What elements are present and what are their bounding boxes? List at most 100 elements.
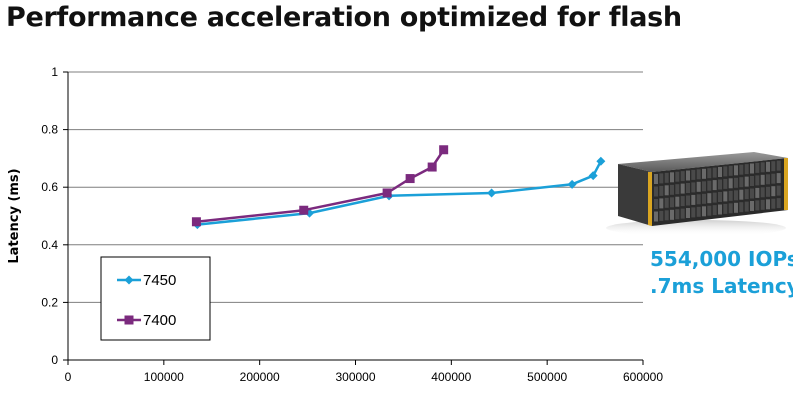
drive-bay [776, 160, 781, 171]
drive-bay [712, 167, 717, 178]
drive-bay [739, 202, 744, 213]
legend: 7450 7400 [100, 256, 211, 341]
drive-bay [659, 185, 664, 196]
data-point-7450-6 [596, 156, 606, 166]
drive-bay [734, 190, 738, 201]
drive-bay [686, 195, 690, 206]
drive-bay [766, 186, 770, 197]
drive-bay [723, 203, 728, 214]
y-tick-label-3: 0.6 [41, 180, 58, 194]
drive-bay [760, 174, 765, 185]
data-point-7400-2 [382, 188, 392, 198]
drive-bay [675, 209, 680, 220]
y-axis-title: Latency (ms) [7, 168, 22, 263]
drive-bay [776, 198, 781, 209]
drive-bay [766, 199, 770, 210]
drive-bay [664, 185, 669, 196]
drive-bay [664, 197, 669, 208]
drive-bay [776, 173, 781, 184]
drive-bay [691, 169, 696, 180]
y-tick-label-0: 0 [51, 353, 58, 367]
drive-bay [760, 199, 765, 210]
drive-bay [750, 201, 754, 211]
drive-bay [712, 192, 717, 203]
drive-bay [696, 194, 701, 205]
drive-bay [760, 162, 765, 173]
drive-bay [686, 208, 690, 218]
drive-bay [728, 203, 733, 214]
drive-bay [718, 204, 722, 215]
drive-bay [680, 171, 685, 182]
drive-bay [755, 162, 760, 173]
drive-bay [760, 187, 765, 198]
drive-bay [739, 189, 744, 200]
legend-label-7450: 7450 [143, 272, 176, 289]
drive-bay [723, 191, 728, 202]
drive-bay [750, 188, 754, 199]
legend-marker-7450 [124, 275, 134, 285]
drive-bay [670, 172, 674, 183]
data-point-7450-3 [487, 188, 497, 198]
series-7400 [191, 145, 449, 227]
drive-bay [744, 189, 749, 200]
data-point-7400-5 [439, 145, 449, 155]
drive-bay [734, 202, 738, 213]
drive-bay [750, 163, 754, 174]
drive-bay [691, 207, 696, 218]
drive-bay [654, 186, 658, 197]
x-tick-label-0: 0 [65, 370, 72, 384]
legend-box [100, 256, 211, 341]
axes [63, 71, 644, 365]
drive-bay [771, 198, 776, 209]
drive-bay [755, 187, 760, 198]
drive-bay [739, 177, 744, 188]
drive-bay [702, 193, 706, 204]
drive-bay [696, 169, 701, 180]
drive-bay [728, 165, 733, 176]
y-tick-label-5: 1 [51, 65, 58, 79]
drive-bay [707, 180, 712, 191]
callout-latency: .7ms Latency [650, 274, 793, 298]
drive-bay [664, 210, 669, 221]
drive-bay [654, 211, 658, 222]
drive-bay [712, 205, 717, 216]
drive-bay [750, 176, 754, 186]
drive-bays [654, 160, 781, 222]
drive-bay [718, 179, 722, 190]
drive-bay [718, 167, 722, 177]
x-tick-label-5: 500000 [527, 370, 567, 384]
drive-bay [686, 170, 690, 181]
legend-marker-7400 [124, 315, 134, 325]
y-tick-label-1: 0.2 [41, 295, 58, 309]
series-7450 [192, 156, 606, 230]
drive-bay [739, 164, 744, 175]
drive-bay [728, 190, 733, 201]
drive-bay [707, 205, 712, 216]
x-tick-label-3: 300000 [335, 370, 375, 384]
performance-callout: 554,000 IOPs .7ms Latency [650, 246, 793, 300]
drive-bay [723, 166, 728, 177]
x-tick-label-4: 400000 [431, 370, 471, 384]
drive-bay [696, 206, 701, 217]
x-tick-label-6: 600000 [623, 370, 663, 384]
data-point-7450-4 [567, 179, 577, 189]
data-point-7400-3 [405, 174, 415, 184]
drive-bay [675, 184, 680, 195]
y-tick-label-2: 0.4 [41, 238, 58, 252]
legend-label-7400: 7400 [143, 312, 176, 329]
drive-bay [771, 161, 776, 172]
drive-bay [696, 181, 701, 192]
drive-bay [675, 196, 680, 207]
drive-bay [670, 197, 674, 208]
drive-bay [776, 185, 781, 196]
drive-bay [771, 173, 776, 184]
drive-bay [670, 209, 674, 220]
drive-bay [744, 176, 749, 187]
slide-title: Performance acceleration optimized for f… [6, 2, 682, 33]
drive-bay [659, 210, 664, 221]
data-point-7450-5 [588, 171, 598, 181]
drive-bay [654, 174, 658, 184]
data-point-7400-4 [427, 162, 437, 172]
tick-labels: 0 0.2 0.4 0.6 0.8 1 0 100000 200000 300000 400000 5… [41, 65, 663, 384]
